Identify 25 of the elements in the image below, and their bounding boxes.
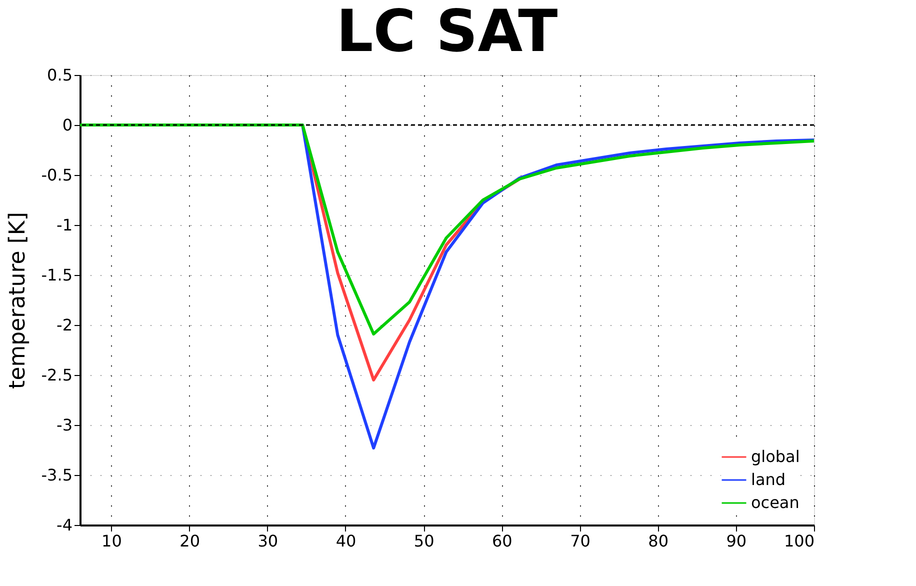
x-tick-label: 40 [336, 532, 356, 550]
y-tick-label: -0.5 [41, 166, 72, 184]
x-tick-label: 50 [414, 532, 434, 550]
y-tick-label: -2.5 [41, 366, 72, 384]
x-tick-label: 70 [570, 532, 590, 550]
legend-label: ocean [751, 493, 800, 512]
legend-label: global [751, 447, 800, 466]
y-tick-label: -3 [56, 416, 72, 434]
x-tick-label: 80 [648, 532, 669, 550]
chart-title: LC SAT [336, 0, 558, 65]
y-tick-label: -2 [56, 316, 72, 334]
y-tick-label: 0.5 [47, 66, 72, 84]
y-tick-label: -1 [56, 216, 72, 234]
y-tick-label: -1.5 [41, 266, 72, 284]
x-tick-label: 90 [726, 532, 747, 550]
x-tick-label: 20 [180, 532, 200, 550]
x-tick-label: 30 [258, 532, 278, 550]
x-tick-label: 10 [102, 532, 122, 550]
y-tick-label: 0 [62, 116, 72, 134]
legend-label: land [751, 470, 786, 489]
y-axis-title: temperature [K] [5, 212, 30, 389]
x-tick-label: 60 [492, 532, 512, 550]
x-tick-label: 100 [784, 532, 814, 550]
y-tick-label: -4 [56, 516, 72, 534]
y-tick-label: -3.5 [41, 466, 72, 484]
